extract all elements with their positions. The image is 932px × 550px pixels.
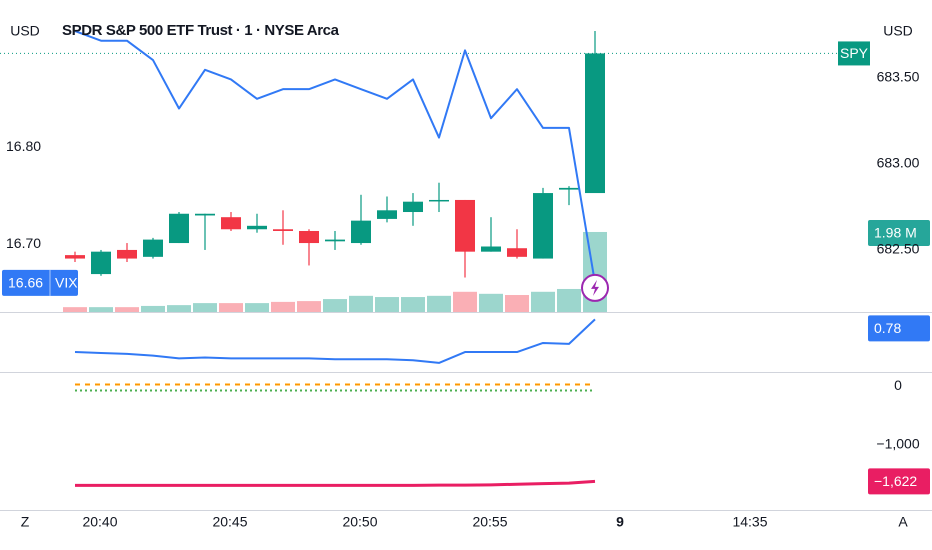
value-tag bbox=[868, 315, 930, 342]
line bbox=[75, 479, 596, 487]
x-tick-label: 20:50 bbox=[342, 514, 377, 530]
volume-bar bbox=[453, 291, 477, 312]
y-tick-label: 683.00 bbox=[877, 154, 920, 170]
candle-body bbox=[377, 210, 397, 219]
line bbox=[74, 30, 596, 284]
volume-bar bbox=[193, 303, 217, 312]
candle-body bbox=[195, 213, 215, 216]
volume-bar bbox=[115, 307, 139, 312]
volume-bar bbox=[323, 299, 347, 312]
volume-bar bbox=[557, 288, 581, 312]
candle-body bbox=[559, 187, 579, 190]
x-tick-label: 20:55 bbox=[472, 514, 507, 530]
candle-body bbox=[455, 199, 475, 252]
candle-body bbox=[429, 199, 449, 202]
volume-bar bbox=[375, 297, 399, 312]
value-tag-label: 0.78 bbox=[874, 320, 901, 336]
candle-body bbox=[273, 229, 293, 231]
chart-title: SPDR S&P 500 ETF Trust · 1 · NYSE Arca bbox=[62, 22, 340, 39]
line bbox=[74, 318, 596, 364]
candle-body bbox=[507, 248, 527, 257]
y-tick-label: 682.50 bbox=[877, 241, 920, 257]
volume-bar bbox=[271, 301, 295, 312]
volume-bar bbox=[531, 291, 555, 312]
x-tick-label: 9 bbox=[616, 514, 624, 530]
candle-body bbox=[91, 251, 111, 275]
volume-bar bbox=[479, 293, 503, 312]
candle-body bbox=[325, 239, 345, 242]
symbol-tag-label: SPY bbox=[840, 45, 869, 61]
plot bbox=[0, 30, 838, 487]
volume-bar bbox=[219, 303, 243, 312]
candle-body bbox=[117, 249, 137, 259]
event-icon-bolt bbox=[591, 279, 599, 296]
volume-bar bbox=[141, 305, 165, 312]
y-tick-label: 16.80 bbox=[6, 138, 41, 154]
candle-body bbox=[221, 217, 241, 230]
candle-body bbox=[351, 220, 371, 244]
candle-body bbox=[403, 201, 423, 213]
x-tick-label: 14:35 bbox=[732, 514, 767, 530]
currency-left[interactable]: USD bbox=[10, 23, 40, 39]
candle-body bbox=[533, 193, 553, 259]
value-tag-label: −1,622 bbox=[874, 473, 917, 489]
value-tag bbox=[868, 219, 930, 246]
auto-button[interactable]: A bbox=[898, 514, 908, 530]
currency-box[interactable] bbox=[4, 16, 46, 48]
candle-body bbox=[143, 239, 163, 257]
candle-body bbox=[299, 230, 319, 244]
value-tag-label: 16.66 bbox=[8, 275, 43, 291]
candle-body bbox=[481, 246, 501, 252]
value-tag-name: VIX bbox=[55, 275, 78, 291]
candle-body bbox=[247, 225, 267, 230]
x-tick-label: 20:45 bbox=[212, 514, 247, 530]
volume-bar bbox=[349, 295, 373, 312]
volume-bar bbox=[505, 295, 529, 312]
volume-bar bbox=[401, 297, 425, 312]
candle-body bbox=[169, 213, 189, 244]
volume-bar bbox=[167, 305, 191, 312]
y-tick-label: −1,000 bbox=[876, 436, 919, 452]
x-tick-label: 20:40 bbox=[82, 514, 117, 530]
symbol-tag bbox=[838, 41, 870, 66]
currency-right[interactable]: USD bbox=[883, 23, 913, 39]
value-tag-label: 1.98 M bbox=[874, 225, 917, 241]
value-tag bbox=[2, 269, 78, 296]
candle-body bbox=[585, 53, 605, 194]
volume-bar bbox=[297, 301, 321, 312]
candle-body bbox=[65, 255, 85, 259]
volume-bar bbox=[245, 303, 269, 312]
y-tick-label: 683.50 bbox=[877, 68, 920, 84]
volume-bar bbox=[89, 307, 113, 312]
y-tick-label: 0 bbox=[894, 377, 902, 393]
value-tag bbox=[868, 468, 930, 495]
y-tick-label: 16.70 bbox=[6, 235, 41, 251]
zoom-button[interactable]: Z bbox=[21, 514, 30, 530]
volume-bar bbox=[427, 295, 451, 312]
volume-bar bbox=[63, 307, 87, 312]
